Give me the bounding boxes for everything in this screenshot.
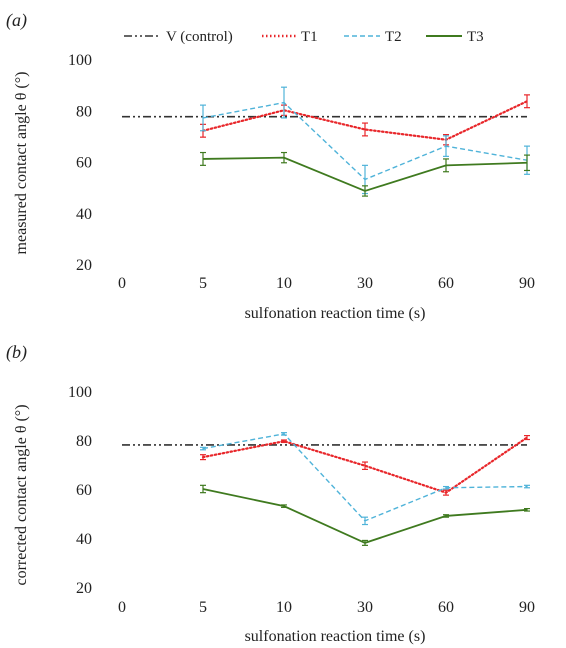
panel-b-t2-errorbar — [362, 516, 368, 526]
panel-b-xtick-label: 0 — [118, 599, 126, 616]
legend-t2-label: T2 — [385, 29, 402, 45]
panel-a-xtick-label: 90 — [519, 275, 535, 292]
panel-b: (b) corrected contact angle θ (°) sulfon… — [6, 342, 535, 645]
panel-a-ytick-label: 20 — [76, 257, 92, 274]
legend-t1-label: T1 — [301, 29, 318, 45]
panel-b-ytick-label: 60 — [76, 482, 92, 499]
panel-a-ytick-label: 60 — [76, 155, 92, 172]
panel-b-ytick-label: 40 — [76, 531, 92, 548]
panel-a-ytick-label: 100 — [68, 52, 92, 69]
panel-b-xlabel: sulfonation reaction time (s) — [245, 628, 426, 645]
panel-b-t1-errorbar — [362, 461, 368, 470]
legend-t3-label: T3 — [467, 29, 484, 45]
panel-b-ytick-label: 20 — [76, 580, 92, 597]
panel-a-xlabel: sulfonation reaction time (s) — [245, 305, 426, 322]
panel-b-ytick-label: 80 — [76, 433, 92, 450]
panel-b-t3-errorbar — [362, 539, 368, 546]
panel-b-xtick-label: 5 — [199, 599, 207, 616]
panel-a-t2-errorbar — [281, 86, 287, 119]
panel-a-t3-errorbar — [362, 185, 368, 197]
panel-b-t1-errorbar — [200, 454, 206, 461]
panel-a-t3-errorbar — [281, 151, 287, 164]
panel-a-xtick-label: 30 — [357, 275, 373, 292]
panel-a-t3-errorbar — [443, 158, 449, 173]
panel-b-t3-errorbar — [200, 484, 206, 494]
panel-a-ytick-label: 40 — [76, 206, 92, 223]
panel-a-xtick-label: 10 — [276, 275, 292, 292]
panel-b-xtick-label: 30 — [357, 599, 373, 616]
panel-b-t3-errorbar — [443, 514, 449, 518]
panel-b-t1-errorbar — [443, 489, 449, 496]
panel-b-t2-errorbar — [524, 484, 530, 489]
panel-b-ylabel: corrected contact angle θ (°) — [13, 404, 30, 585]
panel-b-t2-errorbar — [443, 485, 449, 490]
panel-a-xtick-label: 60 — [438, 275, 454, 292]
panel-b-xtick-label: 10 — [276, 599, 292, 616]
panel-b-t2-errorbar — [200, 446, 206, 451]
panel-a-label: (a) — [6, 10, 27, 31]
panel-b-xtick-label: 60 — [438, 599, 454, 616]
panel-b-t1-errorbar — [524, 434, 530, 441]
panel-a-ylabel: measured contact angle θ (°) — [13, 72, 30, 255]
legend: V (control) T1 T2 T3 — [124, 29, 484, 45]
panel-b-t1-errorbar — [281, 439, 287, 444]
panel-a-t1-errorbar — [524, 94, 530, 109]
panel-a-t2-errorbar — [200, 104, 206, 132]
panel-a-xtick-label: 0 — [118, 275, 126, 292]
panel-b-ytick-label: 100 — [68, 384, 92, 401]
panel-b-label: (b) — [6, 342, 27, 363]
panel-b-t3-errorbar — [524, 508, 530, 512]
panel-a-ytick-label: 80 — [76, 103, 92, 120]
panel-a-series-t1-line — [201, 100, 529, 141]
panel-b-t3-errorbar — [281, 504, 287, 508]
panel-a: (a) measured contact angle θ (°) sulfona… — [6, 10, 535, 322]
panel-a-t3-errorbar — [524, 154, 530, 172]
panel-b-xtick-label: 90 — [519, 599, 535, 616]
panel-a-t1-errorbar — [362, 122, 368, 137]
panel-a-t2-errorbar — [443, 135, 449, 157]
panel-b-t2-errorbar — [281, 432, 287, 436]
panel-a-xtick-label: 5 — [199, 275, 207, 292]
panel-a-t3-errorbar — [200, 151, 206, 166]
panel-b-series-t3-line — [202, 488, 528, 544]
legend-control-label: V (control) — [166, 29, 233, 45]
